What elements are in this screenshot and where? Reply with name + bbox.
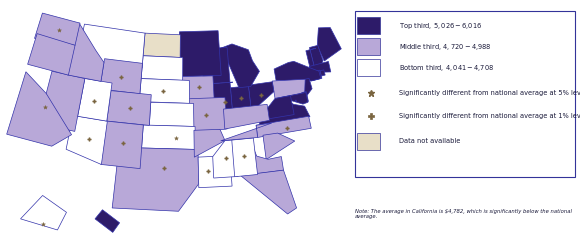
Polygon shape bbox=[149, 102, 194, 126]
Polygon shape bbox=[179, 31, 221, 76]
Polygon shape bbox=[182, 76, 214, 100]
Text: Note: The average in California is $4,782, which is significantly below the nati: Note: The average in California is $4,78… bbox=[355, 209, 572, 219]
Text: Significantly different from national average at 5% level: Significantly different from national av… bbox=[399, 90, 580, 96]
Text: Top third, $5,026-$6,016: Top third, $5,026-$6,016 bbox=[399, 21, 482, 31]
Polygon shape bbox=[300, 78, 312, 99]
Polygon shape bbox=[7, 72, 71, 146]
Bar bbox=[357, 17, 380, 34]
Bar bbox=[357, 38, 380, 55]
Polygon shape bbox=[306, 48, 316, 68]
Polygon shape bbox=[214, 44, 259, 88]
Polygon shape bbox=[78, 79, 112, 121]
Polygon shape bbox=[317, 27, 341, 61]
Polygon shape bbox=[213, 140, 238, 178]
Text: Data not available: Data not available bbox=[399, 138, 461, 145]
Polygon shape bbox=[211, 82, 234, 126]
Polygon shape bbox=[187, 98, 227, 134]
Polygon shape bbox=[223, 104, 270, 129]
Polygon shape bbox=[20, 196, 67, 230]
Polygon shape bbox=[320, 70, 325, 76]
Text: Significantly different from national average at 1% level: Significantly different from national av… bbox=[399, 113, 580, 119]
Polygon shape bbox=[281, 92, 308, 104]
Polygon shape bbox=[141, 56, 183, 81]
Polygon shape bbox=[100, 59, 143, 94]
Polygon shape bbox=[272, 79, 305, 98]
Bar bbox=[357, 60, 380, 76]
Polygon shape bbox=[143, 33, 180, 58]
Polygon shape bbox=[77, 24, 145, 68]
Polygon shape bbox=[142, 125, 195, 150]
Bar bbox=[357, 133, 380, 150]
Polygon shape bbox=[198, 156, 232, 188]
Polygon shape bbox=[248, 82, 274, 112]
Polygon shape bbox=[259, 98, 310, 125]
FancyBboxPatch shape bbox=[355, 11, 575, 177]
Polygon shape bbox=[194, 129, 225, 157]
Polygon shape bbox=[274, 61, 321, 81]
Polygon shape bbox=[310, 70, 322, 81]
Polygon shape bbox=[230, 86, 251, 118]
Polygon shape bbox=[112, 148, 199, 211]
Polygon shape bbox=[302, 92, 309, 102]
Polygon shape bbox=[139, 79, 190, 103]
Polygon shape bbox=[256, 116, 311, 137]
Polygon shape bbox=[67, 23, 104, 81]
Polygon shape bbox=[95, 210, 119, 232]
Polygon shape bbox=[310, 45, 323, 67]
Text: Bottom third, $4,041-$4,708: Bottom third, $4,041-$4,708 bbox=[399, 63, 494, 73]
Polygon shape bbox=[35, 13, 80, 45]
Polygon shape bbox=[66, 115, 107, 164]
Polygon shape bbox=[263, 133, 295, 160]
Polygon shape bbox=[232, 138, 258, 177]
Polygon shape bbox=[220, 123, 271, 141]
Polygon shape bbox=[309, 61, 331, 72]
Polygon shape bbox=[241, 170, 296, 214]
Polygon shape bbox=[250, 139, 284, 174]
Polygon shape bbox=[38, 71, 85, 131]
Polygon shape bbox=[202, 47, 230, 84]
Polygon shape bbox=[264, 96, 294, 119]
Polygon shape bbox=[107, 91, 151, 125]
Polygon shape bbox=[101, 121, 143, 168]
Polygon shape bbox=[28, 34, 75, 75]
Text: Middle third, $4,720-$4,988: Middle third, $4,720-$4,988 bbox=[399, 42, 492, 52]
